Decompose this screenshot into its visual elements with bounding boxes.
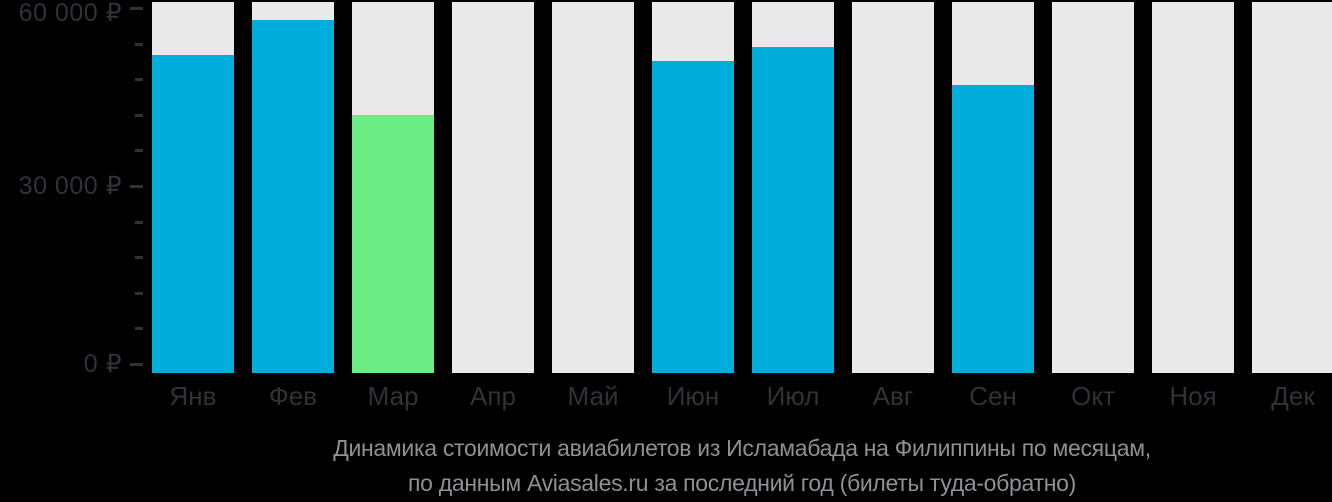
y-axis-minor-tick bbox=[135, 220, 143, 224]
y-axis-minor-tick bbox=[135, 113, 143, 117]
bar-background-Ноя bbox=[1152, 2, 1234, 373]
y-axis-label: 30 000 ₽ bbox=[18, 172, 122, 200]
y-axis-minor-tick bbox=[135, 291, 143, 295]
bar-background-Апр bbox=[452, 2, 534, 373]
bar-value-Июн[interactable] bbox=[652, 61, 734, 373]
y-axis-major-tick bbox=[130, 185, 143, 188]
bar-value-Сен[interactable] bbox=[952, 85, 1034, 373]
x-axis-label-Дек: Дек bbox=[1271, 381, 1315, 411]
chart-title-line2: по данным Aviasales.ru за последний год … bbox=[407, 470, 1077, 496]
y-axis-major-tick bbox=[130, 363, 143, 366]
x-axis-label-Сен: Сен bbox=[969, 381, 1017, 411]
bar-background-Май bbox=[552, 2, 634, 373]
y-axis-major-tick bbox=[130, 7, 143, 10]
x-axis-label-Май: Май bbox=[567, 381, 619, 411]
x-axis-label-Авг: Авг bbox=[872, 381, 914, 411]
y-axis-label: 0 ₽ bbox=[83, 350, 122, 378]
bar-value-Фев[interactable] bbox=[252, 19, 334, 373]
bar-background-Авг bbox=[852, 2, 934, 373]
bar-value-Июл[interactable] bbox=[752, 46, 834, 373]
x-axis-label-Июл: Июл bbox=[766, 381, 820, 411]
y-axis-minor-tick bbox=[135, 327, 143, 331]
bar-value-Мар[interactable] bbox=[352, 114, 434, 373]
x-axis-label-Окт: Окт bbox=[1071, 381, 1115, 411]
x-axis-label-Ноя: Ноя bbox=[1169, 381, 1217, 411]
bar-background-Дек bbox=[1252, 2, 1332, 373]
x-axis-label-Мар: Мар bbox=[367, 381, 419, 411]
y-axis-minor-tick bbox=[135, 78, 143, 82]
chart-title-line1: Динамика стоимости авиабилетов из Ислама… bbox=[333, 435, 1151, 461]
y-axis-minor-tick bbox=[135, 149, 143, 153]
x-axis-label-Фев: Фев bbox=[268, 381, 318, 411]
y-axis-label: 60 000 ₽ bbox=[18, 0, 122, 27]
bar-value-Янв[interactable] bbox=[152, 55, 234, 373]
bar-background-Окт bbox=[1052, 2, 1134, 373]
x-axis-label-Апр: Апр bbox=[470, 381, 516, 411]
y-axis-minor-tick bbox=[135, 256, 143, 260]
x-axis-label-Июн: Июн bbox=[666, 381, 720, 411]
y-axis-minor-tick bbox=[135, 42, 143, 46]
x-axis-label-Янв: Янв bbox=[169, 381, 217, 411]
